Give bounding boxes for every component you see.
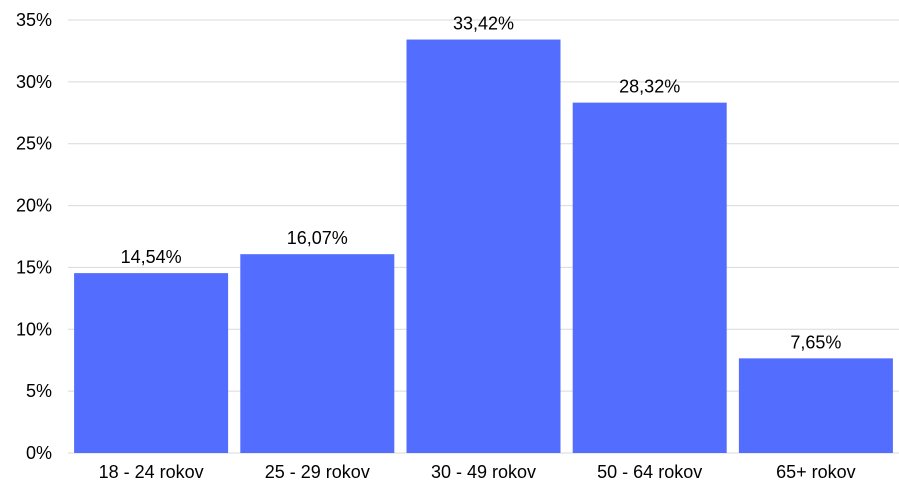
x-tick-label: 65+ rokov: [776, 462, 856, 482]
data-label: 7,65%: [790, 332, 841, 352]
y-tick-label: 30%: [16, 72, 52, 92]
data-label: 33,42%: [453, 14, 514, 34]
data-labels: 14,54% 16,07% 33,42% 28,32% 7,65%: [121, 14, 842, 353]
bar: [74, 273, 229, 453]
bar: [572, 102, 727, 453]
y-axis-ticks: 0% 5% 10% 15% 20% 25% 30% 35%: [16, 10, 52, 463]
x-tick-label: 50 - 64 rokov: [597, 462, 702, 482]
bar: [738, 358, 893, 453]
data-label: 14,54%: [121, 247, 182, 267]
x-tick-label: 25 - 29 rokov: [265, 462, 370, 482]
y-tick-label: 5%: [26, 381, 52, 401]
x-axis-ticks: 18 - 24 rokov 25 - 29 rokov 30 - 49 rokov 5…: [99, 462, 856, 482]
bar: [240, 254, 395, 453]
x-tick-label: 18 - 24 rokov: [99, 462, 204, 482]
y-tick-label: 0%: [26, 443, 52, 463]
bars: [74, 39, 893, 454]
y-tick-label: 10%: [16, 319, 52, 339]
bar: [406, 39, 561, 454]
y-tick-label: 35%: [16, 10, 52, 30]
y-tick-label: 15%: [16, 257, 52, 277]
y-tick-label: 20%: [16, 196, 52, 216]
y-tick-label: 25%: [16, 134, 52, 154]
x-tick-label: 30 - 49 rokov: [431, 462, 536, 482]
data-label: 16,07%: [287, 228, 348, 248]
data-label: 28,32%: [619, 77, 680, 97]
